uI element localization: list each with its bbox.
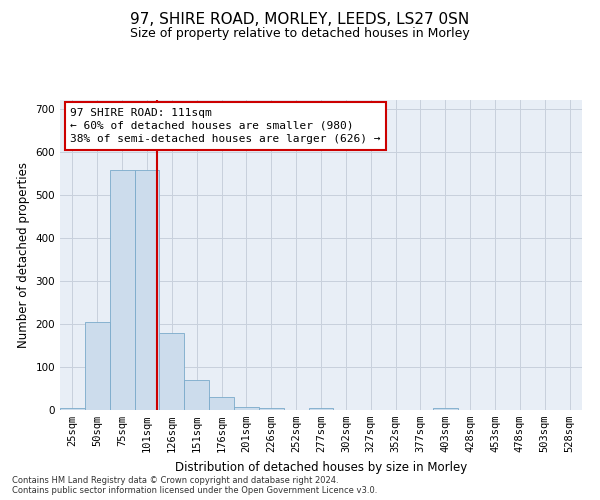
Text: Size of property relative to detached houses in Morley: Size of property relative to detached ho… [130,28,470,40]
Bar [85,322,110,410]
Y-axis label: Number of detached properties: Number of detached properties [17,162,30,348]
Text: Contains HM Land Registry data © Crown copyright and database right 2024.
Contai: Contains HM Land Registry data © Crown c… [12,476,377,495]
Bar [60,408,85,410]
Bar [234,406,259,410]
Bar [308,408,334,410]
Bar [134,170,160,410]
Bar [259,408,284,410]
Bar [433,408,458,410]
Bar [209,397,234,410]
Text: 97 SHIRE ROAD: 111sqm
← 60% of detached houses are smaller (980)
38% of semi-det: 97 SHIRE ROAD: 111sqm ← 60% of detached … [70,108,381,144]
Text: 97, SHIRE ROAD, MORLEY, LEEDS, LS27 0SN: 97, SHIRE ROAD, MORLEY, LEEDS, LS27 0SN [130,12,470,28]
Bar [160,332,184,410]
Bar [184,380,209,410]
X-axis label: Distribution of detached houses by size in Morley: Distribution of detached houses by size … [175,460,467,473]
Bar [110,170,134,410]
